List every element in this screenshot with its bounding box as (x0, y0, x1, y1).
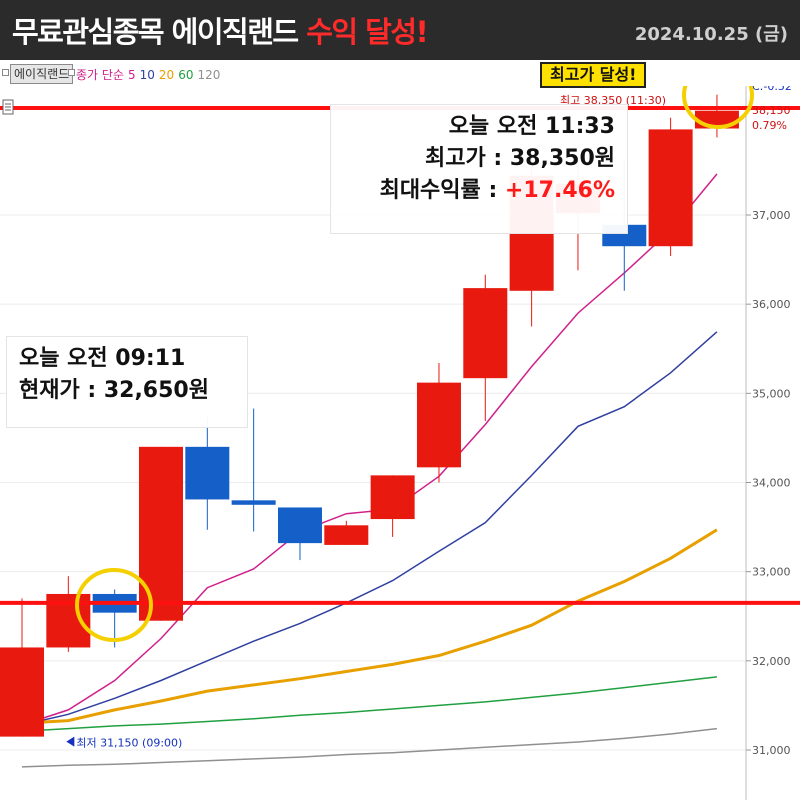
peak-return: 최대수익률 : +17.46% (343, 175, 615, 207)
candle-body (138, 446, 183, 621)
chart-labels: 최저 31,150 (09:00)최고 38,350 (11:30)C:22.4… (66, 86, 792, 750)
ma-legend-item: 120 (197, 68, 221, 82)
candle-body (648, 129, 693, 247)
candle-body (0, 647, 44, 737)
peak-high-price: 최고가 : 38,350원 (425, 146, 615, 171)
y-tick-label: 32,000 (752, 655, 791, 668)
moving-average-lines (21, 173, 718, 768)
y-tick-label: 37,000 (752, 209, 791, 222)
entry-annotation-box: 오늘 오전 09:11 현재가 : 32,650원 (6, 336, 248, 428)
right-axis-label: 0.79% (752, 119, 787, 132)
candle (694, 94, 739, 138)
candle (648, 117, 693, 257)
candle-body (185, 446, 230, 500)
candle (463, 274, 508, 421)
candle-body (277, 507, 322, 544)
ma-legend: 종가 단순 5 10 20 60 120 (76, 66, 224, 83)
low-price-label: 최저 31,150 (09:00) (76, 737, 182, 750)
ma-line-60 (21, 676, 717, 733)
ma-line-5 (21, 173, 718, 726)
candle (277, 507, 322, 561)
ma-legend-item: 60 (178, 68, 194, 82)
peak-time: 오늘 오전 11:33 (448, 114, 615, 139)
y-tick-label: 34,000 (752, 477, 791, 490)
entry-time: 오늘 오전 09:11 (19, 346, 186, 371)
price-axis: 31,000 32,000 33,000 34,000 35,000 36,000 37,0… (745, 86, 791, 800)
y-tick-label: 36,000 (752, 298, 791, 311)
ma-line-120 (21, 727, 717, 768)
candle (370, 475, 415, 537)
chart-toolbar (0, 60, 800, 86)
ma-legend-item: 5 (127, 68, 136, 82)
candle-body (370, 475, 415, 520)
low-marker-arrow-icon (66, 736, 75, 747)
entry-highlight-circle (75, 568, 153, 642)
toolbar-dot-icon (2, 69, 9, 76)
page-title: 무료관심종목 에이직랜드 수익 달성! (12, 9, 429, 51)
y-tick-label: 33,000 (752, 566, 791, 579)
entry-price: 현재가 : 32,650원 (19, 378, 209, 403)
stock-name-button[interactable]: 에이직랜드 (10, 64, 74, 84)
candle (324, 520, 369, 545)
y-tick-label: 31,000 (752, 744, 791, 757)
candle (138, 446, 183, 621)
date-label: 2024.10.25 (금) (634, 24, 788, 45)
candle-body (324, 525, 369, 545)
toolbar-dot-icon (68, 69, 75, 76)
candle-body (416, 382, 461, 468)
peak-annotation-box: 오늘 오전 11:33 최고가 : 38,350원 최대수익률 : +17.46… (330, 104, 628, 234)
return-label: 최대수익률 : (379, 178, 498, 203)
high-price-label: 최고 38,350 (11:30) (560, 94, 666, 107)
peak-highlight-circle (682, 86, 754, 129)
high-badge: 최고가 달성! (540, 62, 647, 88)
right-axis-label: C:-0.52 (752, 86, 792, 93)
y-tick-label: 35,000 (752, 387, 791, 400)
ma-legend-item: 10 (139, 68, 155, 82)
candle-body (463, 288, 508, 379)
candle (185, 417, 230, 530)
title-highlight: 수익 달성! (306, 15, 429, 49)
ma-line-20 (21, 528, 718, 725)
candle (416, 363, 461, 483)
header-bar: 무료관심종목 에이직랜드 수익 달성! 2024.10.25 (금) (0, 0, 800, 60)
return-value: +17.46% (504, 178, 615, 203)
ma-legend-item: 종가 단순 (76, 68, 124, 82)
title-main: 무료관심종목 에이직랜드 (12, 15, 299, 49)
ma-legend-item: 20 (158, 68, 175, 82)
candle (231, 408, 276, 532)
right-axis-label: 38,150 (752, 104, 791, 117)
candle (0, 598, 44, 737)
ma-line-10 (21, 331, 718, 726)
candle-body (231, 500, 276, 505)
menu-icon (2, 99, 14, 115)
